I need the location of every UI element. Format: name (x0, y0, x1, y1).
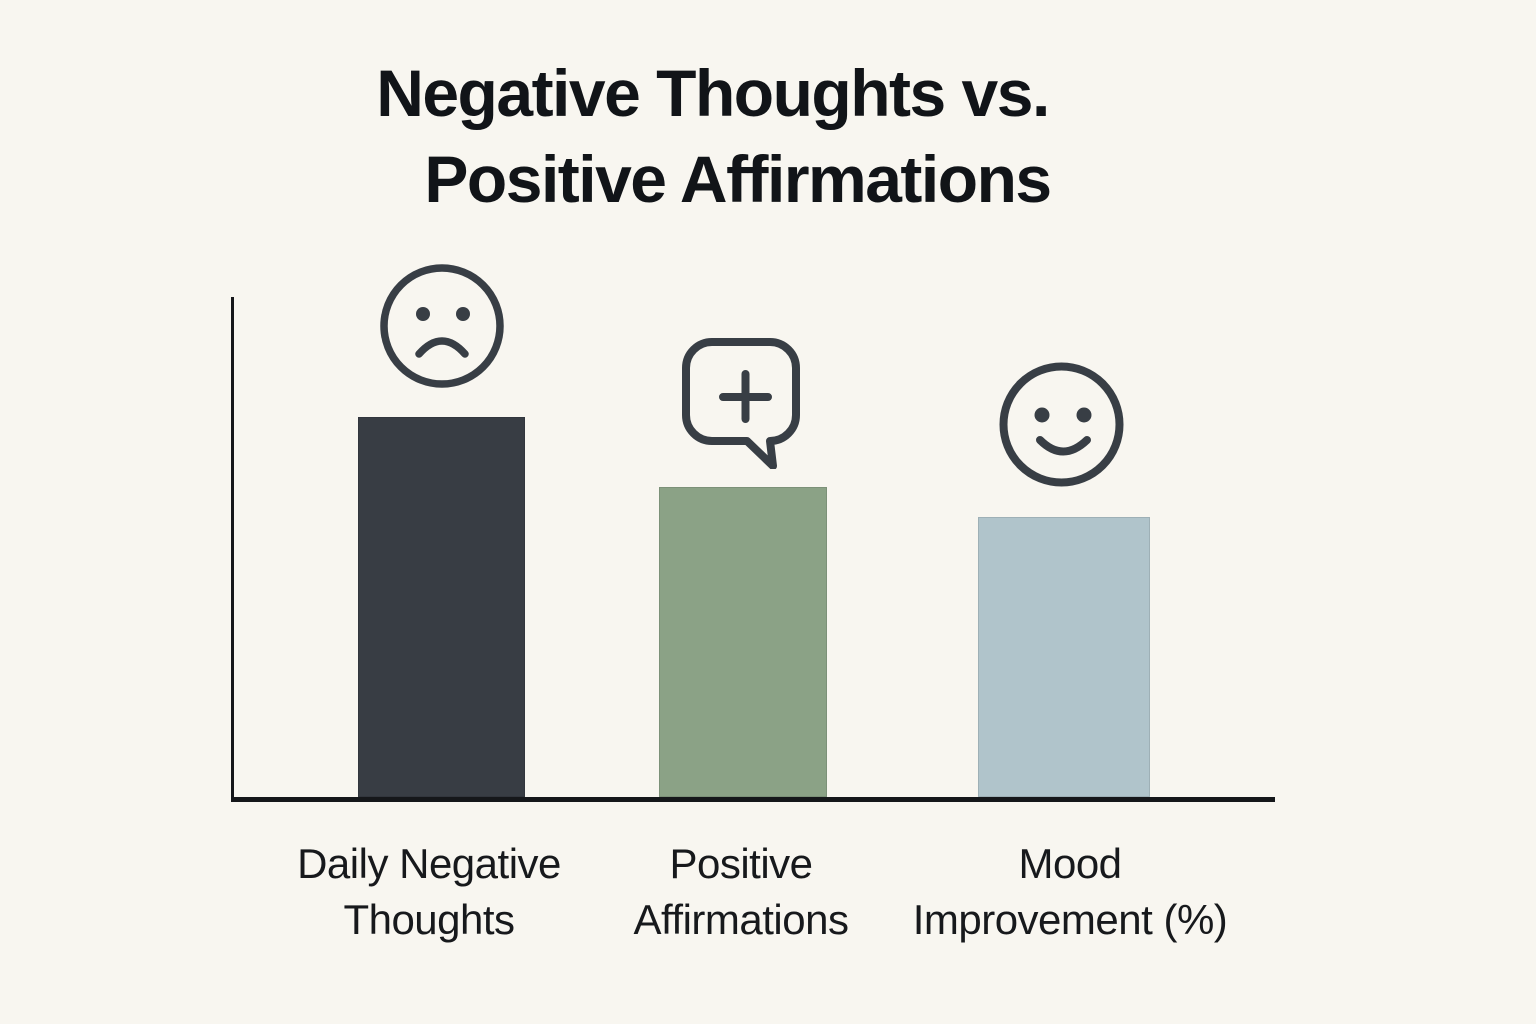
x-label-line: Thoughts (343, 896, 515, 943)
smiley-face-icon (999, 362, 1124, 487)
sad-face-icon (380, 264, 504, 388)
page-title: Negative Thoughts vs. Positive Affirmati… (0, 50, 1425, 222)
x-axis (231, 797, 1275, 802)
x-label-line: Daily Negative (297, 840, 561, 887)
x-label-line: Positive (669, 840, 813, 887)
title-line-1: Negative Thoughts vs. (376, 56, 1050, 130)
bar-positive-affirmations (659, 487, 827, 797)
y-axis (231, 297, 234, 802)
bar-mood-improvement (978, 517, 1150, 797)
bar-daily-negative-thoughts (358, 417, 525, 797)
speech-bubble-plus-icon (682, 338, 800, 469)
x-label-line: Improvement (%) (912, 896, 1228, 943)
x-label-line: Affirmations (633, 896, 849, 943)
x-label-daily-negative-thoughts: Daily Negative Thoughts (279, 836, 579, 948)
title-line-2: Positive Affirmations (424, 142, 1052, 216)
x-label-mood-improvement: Mood Improvement (%) (890, 836, 1250, 948)
x-label-line: Mood (1018, 840, 1122, 887)
x-label-positive-affirmations: Positive Affirmations (591, 836, 891, 948)
